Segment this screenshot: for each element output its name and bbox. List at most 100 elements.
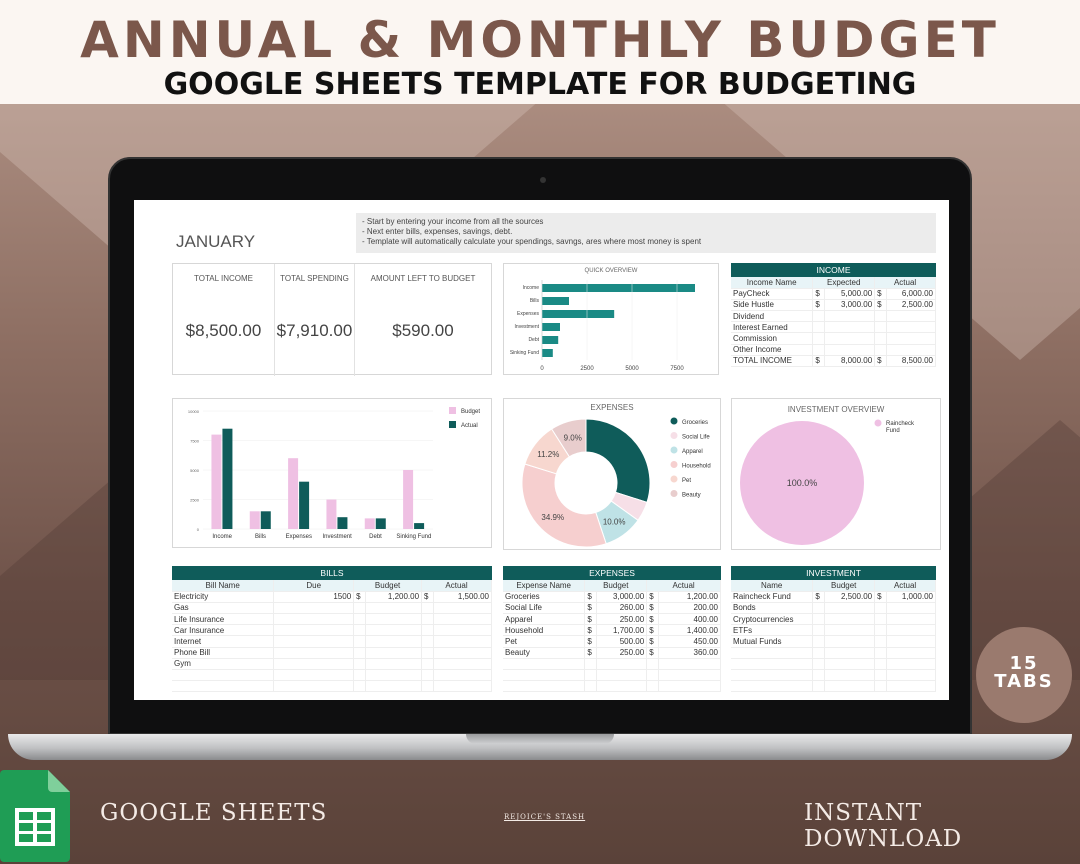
table-row[interactable]: TOTAL INCOME $8,000.00 $8,500.00 [731, 355, 936, 368]
table-cell[interactable] [874, 647, 888, 659]
table-row[interactable] [503, 669, 721, 682]
budget-vs-actual-chart[interactable]: 0 2500 5000 7500 10000 Income Bills Expenses Inv… [172, 398, 492, 548]
table-row[interactable]: Apparel $250.00 $400.00 [503, 613, 721, 626]
table-cell[interactable] [658, 680, 721, 693]
table-row[interactable]: Gas [172, 602, 492, 615]
table-cell[interactable] [812, 658, 826, 671]
table-cell[interactable]: Internet [172, 635, 275, 648]
table-cell[interactable]: 1500 [273, 591, 355, 603]
table-cell[interactable] [365, 680, 423, 693]
table-cell[interactable] [503, 680, 586, 693]
table-cell[interactable]: $ [646, 591, 660, 603]
table-cell[interactable]: Other Income [731, 344, 814, 356]
table-cell[interactable] [421, 669, 435, 682]
table-cell[interactable] [503, 669, 586, 682]
table-row[interactable]: Bonds [731, 602, 936, 615]
table-cell[interactable]: 3,000.00 [824, 299, 876, 312]
table-cell[interactable]: Interest Earned [731, 321, 814, 334]
table-cell[interactable]: 3,000.00 [596, 591, 648, 603]
table-cell[interactable] [812, 321, 826, 334]
table-cell[interactable] [812, 602, 826, 615]
table-cell[interactable]: Side Hustle [731, 299, 814, 312]
table-cell[interactable]: 450.00 [658, 635, 721, 648]
table-row[interactable]: Internet [172, 635, 492, 648]
table-cell[interactable] [874, 310, 888, 323]
table-row[interactable]: Household $1,700.00 $1,400.00 [503, 624, 721, 637]
table-cell[interactable]: Social Life [503, 602, 586, 615]
table-cell[interactable] [365, 635, 423, 648]
table-cell[interactable] [874, 321, 888, 334]
table-cell[interactable] [874, 635, 888, 648]
table-cell[interactable] [273, 647, 355, 659]
table-cell[interactable] [824, 624, 876, 637]
table-cell[interactable] [874, 669, 888, 682]
table-cell[interactable]: 500.00 [596, 635, 648, 648]
table-cell[interactable] [886, 310, 936, 323]
table-cell[interactable]: Groceries [503, 591, 586, 603]
table-cell[interactable] [812, 647, 826, 659]
table-cell[interactable] [365, 647, 423, 659]
table-row[interactable]: Gym [172, 658, 492, 671]
table-cell[interactable]: Car Insurance [172, 624, 275, 637]
table-cell[interactable] [433, 647, 492, 659]
table-cell[interactable] [421, 602, 435, 615]
table-cell[interactable] [353, 635, 367, 648]
table-cell[interactable]: $ [646, 635, 660, 648]
table-cell[interactable] [824, 658, 876, 671]
table-cell[interactable] [886, 602, 936, 615]
table-cell[interactable]: 250.00 [596, 647, 648, 659]
table-cell[interactable] [596, 658, 648, 671]
table-cell[interactable] [421, 680, 435, 693]
table-cell[interactable]: 1,500.00 [433, 591, 492, 603]
table-cell[interactable] [658, 658, 721, 671]
table-cell[interactable]: ETFs [731, 624, 814, 637]
table-cell[interactable]: $ [874, 591, 888, 603]
table-cell[interactable] [886, 635, 936, 648]
table-cell[interactable]: $ [646, 613, 660, 626]
table-cell[interactable] [874, 602, 888, 615]
table-cell[interactable] [353, 658, 367, 671]
table-cell[interactable]: Electricity [172, 591, 275, 603]
table-cell[interactable] [886, 321, 936, 334]
table-cell[interactable] [731, 669, 814, 682]
table-cell[interactable]: $ [812, 288, 826, 300]
table-cell[interactable] [812, 310, 826, 323]
table-cell[interactable] [874, 658, 888, 671]
table-cell[interactable]: 8,500.00 [886, 355, 936, 368]
table-cell[interactable] [824, 680, 876, 693]
table-cell[interactable] [812, 344, 826, 356]
table-row[interactable]: ETFs [731, 624, 936, 637]
table-cell[interactable] [365, 624, 423, 637]
table-row[interactable]: Car Insurance [172, 624, 492, 637]
table-row[interactable] [731, 669, 936, 682]
table-row[interactable]: Cryptocurrencies [731, 613, 936, 626]
table-cell[interactable] [172, 669, 275, 682]
table-cell[interactable] [353, 680, 367, 693]
table-row[interactable]: Groceries $3,000.00 $1,200.00 [503, 591, 721, 603]
table-cell[interactable]: Apparel [503, 613, 586, 626]
table-cell[interactable]: $ [584, 624, 598, 637]
table-cell[interactable] [824, 647, 876, 659]
table-cell[interactable] [874, 680, 888, 693]
table-cell[interactable] [584, 680, 598, 693]
table-cell[interactable]: $ [353, 591, 367, 603]
table-cell[interactable] [421, 635, 435, 648]
table-cell[interactable] [874, 332, 888, 345]
table-cell[interactable] [886, 680, 936, 693]
table-cell[interactable]: Life Insurance [172, 613, 275, 626]
table-cell[interactable] [646, 658, 660, 671]
table-row[interactable] [731, 658, 936, 671]
table-cell[interactable]: Gym [172, 658, 275, 671]
table-cell[interactable]: $ [584, 635, 598, 648]
table-cell[interactable] [812, 624, 826, 637]
table-row[interactable]: Pet $500.00 $450.00 [503, 635, 721, 648]
table-cell[interactable]: Mutual Funds [731, 635, 814, 648]
table-row[interactable]: Side Hustle $3,000.00 $2,500.00 [731, 299, 936, 312]
table-cell[interactable] [812, 332, 826, 345]
table-cell[interactable] [886, 658, 936, 671]
table-row[interactable] [172, 680, 492, 693]
table-cell[interactable] [353, 624, 367, 637]
table-row[interactable]: Electricity 1500 $1,200.00 $1,500.00 [172, 591, 492, 603]
table-cell[interactable]: $ [584, 647, 598, 659]
table-cell[interactable] [273, 658, 355, 671]
